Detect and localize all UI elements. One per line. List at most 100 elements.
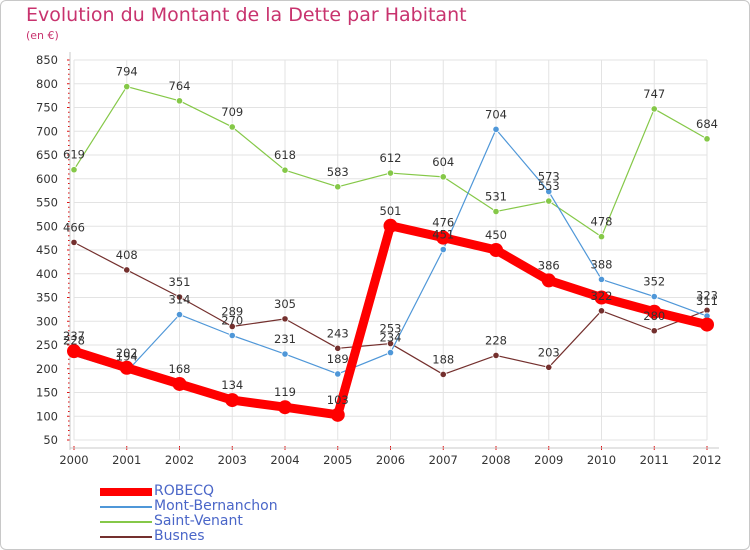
- data-point: [334, 370, 342, 378]
- data-label: 280: [643, 309, 665, 323]
- data-point: [228, 331, 236, 340]
- y-tick-label: 300: [36, 314, 58, 328]
- data-label: 289: [221, 304, 243, 318]
- x-tick-label: 2007: [429, 453, 458, 467]
- y-tick-label: 550: [36, 196, 58, 210]
- data-point: [334, 344, 342, 352]
- data-point: [383, 218, 398, 233]
- data-label: 476: [432, 216, 454, 230]
- y-tick-label: 850: [36, 53, 58, 67]
- data-point: [386, 348, 395, 357]
- chart-legend: ROBECQ Mont-Bernanchon Saint-Venant Busnes: [100, 484, 400, 544]
- data-label: 531: [485, 190, 507, 204]
- data-point: [225, 393, 240, 408]
- data-point: [70, 238, 78, 246]
- x-tick-label: 2011: [640, 453, 669, 467]
- data-label: 203: [538, 345, 560, 359]
- data-label: 351: [169, 275, 191, 289]
- data-point: [700, 317, 714, 332]
- data-point: [228, 322, 236, 331]
- data-point: [330, 407, 345, 422]
- chart-subtitle: (en €): [26, 29, 59, 42]
- x-tick-label: 2002: [165, 453, 194, 467]
- y-tick-label: 600: [36, 172, 58, 186]
- legend-item: ROBECQ: [100, 484, 400, 499]
- data-point: [175, 97, 184, 105]
- x-tick-label: 2000: [59, 453, 88, 467]
- data-point: [334, 183, 342, 191]
- data-point: [647, 304, 662, 319]
- data-point: [281, 166, 289, 174]
- data-point: [541, 273, 556, 288]
- data-label: 619: [63, 148, 85, 162]
- data-point: [492, 351, 500, 360]
- x-tick-label: 2008: [481, 453, 510, 467]
- data-label: 386: [538, 258, 560, 272]
- data-label: 134: [221, 378, 243, 392]
- data-label: 168: [169, 362, 191, 376]
- data-label: 234: [380, 331, 402, 345]
- data-label: 311: [696, 294, 718, 308]
- y-tick-label: 250: [36, 338, 58, 352]
- data-point: [70, 166, 78, 174]
- x-tick-label: 2009: [534, 453, 563, 467]
- data-label: 709: [221, 105, 243, 119]
- data-point: [386, 169, 395, 177]
- data-point: [597, 275, 606, 284]
- data-label: 270: [221, 314, 243, 328]
- data-point: [123, 83, 131, 91]
- data-label: 305: [274, 297, 296, 311]
- data-label: 583: [327, 165, 349, 179]
- x-tick-label: 2005: [323, 453, 352, 467]
- legend-swatch: [100, 521, 152, 523]
- data-label: 764: [169, 79, 191, 93]
- data-label: 237: [63, 329, 85, 343]
- chart-title: Evolution du Montant de la Dette par Hab…: [26, 4, 467, 26]
- data-label: 188: [432, 352, 454, 366]
- data-label: 451: [432, 228, 454, 242]
- x-tick-label: 2010: [587, 453, 616, 467]
- x-tick-label: 2006: [376, 453, 405, 467]
- y-tick-label: 200: [36, 362, 58, 376]
- legend-item: Saint-Venant: [100, 514, 400, 529]
- data-point: [386, 339, 395, 348]
- data-point: [228, 123, 236, 131]
- y-tick-label: 750: [36, 101, 58, 115]
- data-label: 103: [327, 393, 349, 407]
- y-tick-label: 500: [36, 219, 58, 233]
- x-tick-label: 2003: [218, 453, 247, 467]
- data-label: 352: [643, 275, 665, 289]
- data-point: [594, 290, 609, 305]
- x-tick-label: 2004: [270, 453, 299, 467]
- y-tick-label: 800: [36, 77, 58, 91]
- data-point: [123, 266, 131, 274]
- data-label: 231: [274, 332, 296, 346]
- data-point: [281, 315, 289, 323]
- data-point: [436, 230, 451, 245]
- legend-item: Mont-Bernanchon: [100, 499, 400, 514]
- data-label: 323: [696, 288, 718, 302]
- data-point: [281, 350, 289, 358]
- data-label: 478: [591, 215, 613, 229]
- data-point: [545, 187, 553, 196]
- data-point: [597, 307, 606, 315]
- x-tick-label: 2012: [692, 453, 721, 467]
- data-label: 573: [538, 170, 560, 184]
- data-point: [489, 243, 503, 257]
- y-tick-label: 700: [36, 124, 58, 138]
- y-tick-label: 400: [36, 267, 58, 281]
- legend-item: Busnes: [100, 529, 400, 544]
- data-label: 501: [380, 204, 402, 218]
- data-point: [119, 360, 134, 375]
- legend-swatch: [100, 536, 152, 538]
- data-label: 194: [116, 350, 138, 364]
- data-point: [545, 197, 553, 205]
- data-label: 228: [485, 333, 507, 347]
- data-point: [439, 370, 447, 379]
- data-point: [703, 135, 711, 143]
- data-point: [545, 363, 553, 371]
- data-label: 228: [63, 333, 85, 347]
- data-label: 408: [116, 248, 138, 262]
- data-point: [175, 310, 184, 319]
